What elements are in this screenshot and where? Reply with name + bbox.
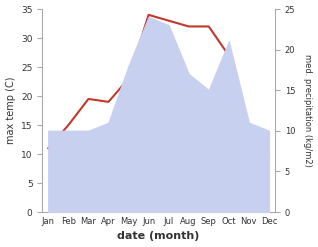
X-axis label: date (month): date (month) — [117, 231, 200, 242]
Y-axis label: max temp (C): max temp (C) — [5, 77, 16, 144]
Y-axis label: med. precipitation (kg/m2): med. precipitation (kg/m2) — [303, 54, 313, 167]
